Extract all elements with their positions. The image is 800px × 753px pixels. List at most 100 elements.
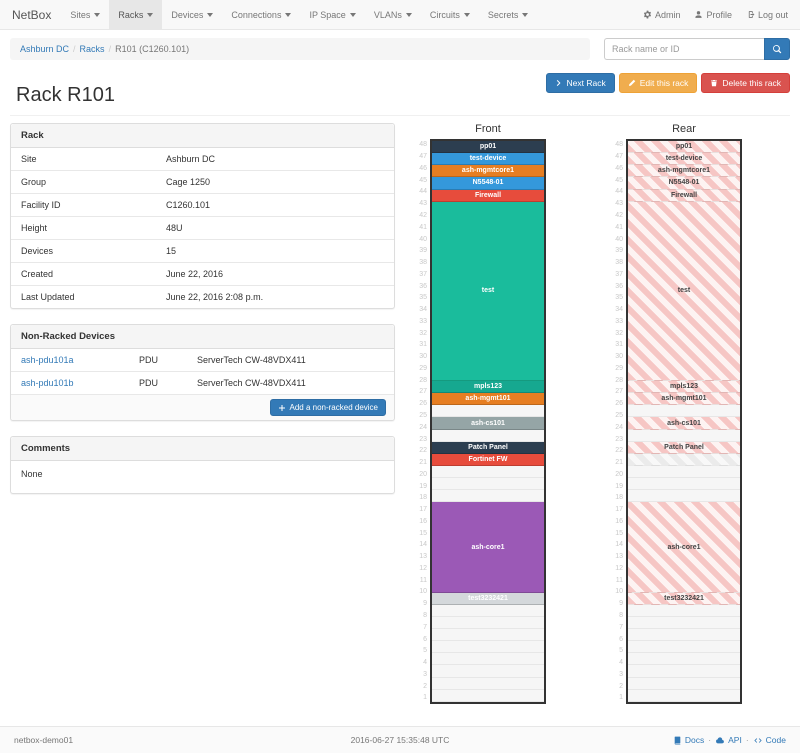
nav-item-vlans[interactable]: VLANs	[365, 0, 421, 29]
rack-unit-device[interactable]: test-device	[432, 153, 544, 166]
rack-device-label: Patch Panel	[468, 443, 508, 451]
rack-unit-device[interactable]: pp01	[628, 141, 740, 154]
device-model: ServerTech CW-48VDX411	[197, 378, 306, 388]
rack-attr-row: Site Ashburn DC	[11, 148, 394, 171]
netbox-brand[interactable]: NetBox	[12, 7, 52, 22]
next-rack-label: Next Rack	[566, 78, 606, 88]
nav-item-sites[interactable]: Sites	[61, 0, 109, 29]
unit-number: 15	[615, 529, 623, 537]
footer-link-docs[interactable]: Docs	[673, 735, 704, 745]
unit-number: 1	[619, 694, 623, 702]
unit-number: 35	[615, 294, 623, 302]
nav-item-ip-space[interactable]: IP Space	[300, 0, 364, 29]
nav-item-devices[interactable]: Devices	[162, 0, 222, 29]
rack-unit-device[interactable]: ash-cs101	[628, 417, 740, 430]
unit-number: 7	[423, 623, 427, 631]
unit-number: 22	[615, 447, 623, 455]
nav-item-racks[interactable]: Racks	[109, 0, 163, 29]
nav-admin[interactable]: Admin	[643, 10, 680, 20]
rack-unit-device[interactable]: ash-cs101	[432, 417, 544, 430]
breadcrumb-item[interactable]: Racks	[79, 44, 105, 54]
attr-value: C1260.101	[166, 200, 211, 210]
rear-unit-numbers: 48 47 46 45 44 43 42 41 40 39 38 37 36 35 34 33 32 31 30 29…	[613, 139, 626, 704]
next-rack-button[interactable]: Next Rack	[545, 73, 615, 93]
device-name-link[interactable]: ash-pdu101a	[21, 355, 74, 365]
add-nonracked-device-button[interactable]: Add a non-racked device	[269, 399, 386, 416]
rack-unit-device[interactable]: test3232421	[628, 592, 740, 605]
footer-timestamp: 2016-06-27 15:35:48 UTC	[350, 735, 450, 745]
rack-unit-device[interactable]: ash-mgmt101	[628, 393, 740, 406]
footer-link-api[interactable]: API	[715, 735, 742, 745]
user-icon	[694, 10, 703, 19]
attr-value[interactable]: Cage 1250	[166, 177, 211, 187]
device-model: ServerTech CW-48VDX411	[197, 355, 306, 365]
rack-unit-device[interactable]: N5548-01	[628, 177, 740, 190]
rack-device-label: test-device	[665, 155, 703, 163]
comments-body: None	[21, 469, 43, 479]
rack-unit-empty	[432, 490, 544, 503]
rack-unit-empty	[628, 405, 740, 418]
rack-unit-device[interactable]: test	[628, 201, 740, 382]
rack-unit-empty	[432, 689, 544, 702]
rack-unit-device[interactable]: test3232421	[432, 592, 544, 605]
rear-elevation-title: Rear	[672, 123, 696, 135]
rack-unit-device[interactable]: Patch Panel	[628, 441, 740, 454]
search-input[interactable]	[604, 38, 764, 60]
nav-item-connections[interactable]: Connections	[222, 0, 300, 29]
nav-item-secrets[interactable]: Secrets	[479, 0, 538, 29]
rack-unit-device[interactable]: test	[432, 201, 544, 382]
rack-unit-device[interactable]: Fortinet FW	[432, 453, 544, 467]
unit-number: 26	[615, 400, 623, 408]
rack-unit-empty	[628, 616, 740, 630]
unit-number: 39	[419, 247, 427, 255]
rack-unit-empty	[432, 466, 544, 479]
attr-value[interactable]: Ashburn DC	[166, 154, 216, 164]
breadcrumb-item: R101 (C1260.101)	[115, 44, 190, 54]
rack-unit-device[interactable]: ash-core1	[628, 502, 740, 593]
nav-profile[interactable]: Profile	[694, 10, 732, 20]
rack-unit-device[interactable]: mpls123	[432, 381, 544, 394]
rack-unit-device[interactable]: ash-mgmtcore1	[432, 165, 544, 178]
attr-value[interactable]: 15	[166, 246, 177, 256]
edit-rack-button[interactable]: Edit this rack	[618, 73, 698, 93]
device-name-link[interactable]: ash-pdu101b	[21, 378, 74, 388]
rack-unit-device[interactable]: ash-mgmtcore1	[628, 165, 740, 178]
nav-log-out[interactable]: Log out	[746, 10, 788, 20]
nav-item-label: IP Space	[309, 9, 346, 20]
rack-unit-device[interactable]: Firewall	[432, 189, 544, 202]
unit-number: 25	[419, 411, 427, 419]
attr-label: Last Updated	[21, 292, 75, 302]
rack-device-label: test	[677, 287, 691, 295]
nav-item-circuits[interactable]: Circuits	[421, 0, 479, 29]
rack-unit-empty	[628, 665, 740, 678]
nav-item-label: Racks	[118, 9, 144, 20]
unit-number: 25	[615, 411, 623, 419]
footer-hostname: netbox-demo01	[14, 735, 74, 745]
rack-unit-empty	[432, 478, 544, 491]
rack-unit-device[interactable]: pp01	[432, 141, 544, 154]
unit-number: 46	[419, 164, 427, 172]
delete-rack-button[interactable]: Delete this rack	[701, 73, 790, 93]
search-button[interactable]	[764, 38, 790, 60]
rack-unit-device[interactable]: Patch Panel	[432, 441, 544, 454]
rack-unit-device[interactable]: Firewall	[628, 189, 740, 202]
unit-number: 48	[615, 141, 623, 149]
rack-unit-device[interactable]: ash-mgmt101	[432, 393, 544, 406]
rack-unit-device[interactable]: mpls123	[628, 381, 740, 394]
unit-number: 44	[419, 188, 427, 196]
rack-unit-device[interactable]: ash-core1	[432, 502, 544, 593]
unit-number: 39	[615, 247, 623, 255]
unit-number: 13	[615, 553, 623, 561]
breadcrumb-item[interactable]: Ashburn DC	[20, 44, 70, 54]
rack-device-label: test3232421	[468, 594, 508, 602]
unit-number: 8	[423, 612, 427, 619]
footer-link-code[interactable]: Code	[753, 735, 786, 745]
unit-number: 5	[619, 647, 623, 655]
caret-down-icon	[522, 12, 529, 17]
rack-unit-device[interactable]: N5548-01	[432, 177, 544, 190]
unit-number: 19	[419, 482, 427, 490]
attr-label: Site	[21, 154, 37, 164]
unit-number: 17	[615, 506, 623, 514]
unit-number: 40	[615, 235, 623, 243]
rack-unit-device[interactable]: test-device	[628, 153, 740, 166]
